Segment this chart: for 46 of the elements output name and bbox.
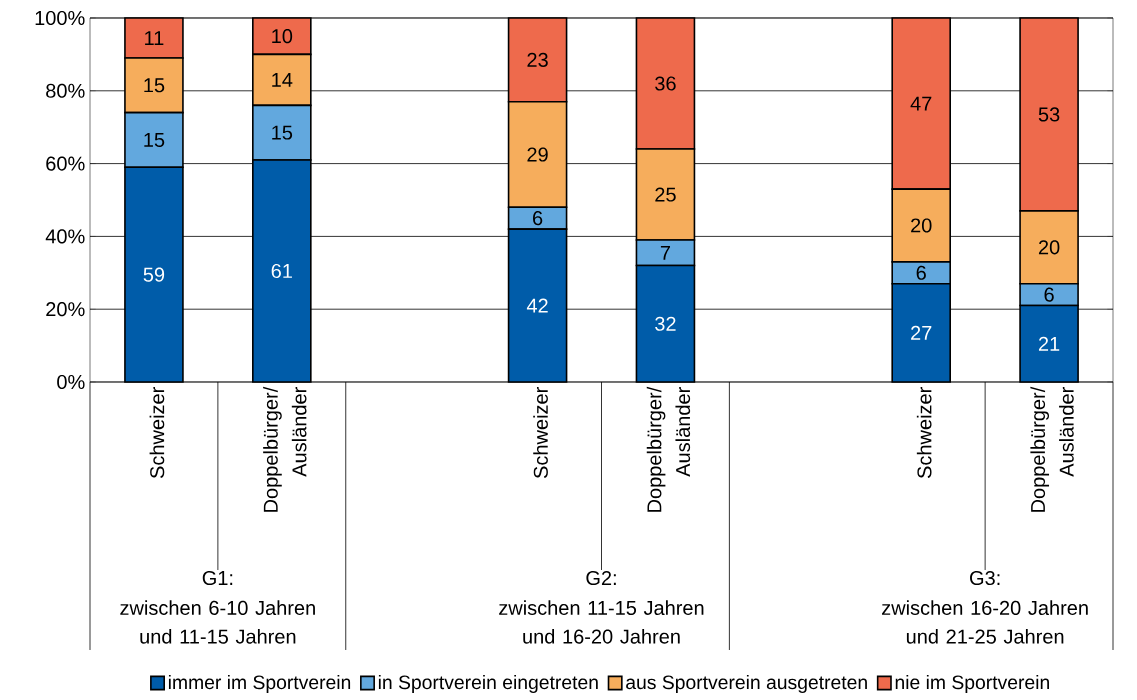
data-label: 21 xyxy=(1038,336,1060,351)
legend-label: in Sportverein eingetreten xyxy=(378,674,598,694)
y-tick-label: 100% xyxy=(35,10,85,26)
data-label: 47 xyxy=(910,96,932,111)
data-label: 23 xyxy=(527,52,548,67)
data-label: 29 xyxy=(527,147,548,162)
x-tick-label: Doppelbürger/ Ausländer xyxy=(1030,386,1074,512)
x-tick-label: Schweizer xyxy=(533,387,548,479)
text: zwischen 11-15 Jahren und 16-20 Jahren xyxy=(499,600,704,644)
y-tick-label: 40% xyxy=(45,229,85,244)
data-label: 14 xyxy=(272,72,293,87)
data-label: 20 xyxy=(911,218,932,233)
data-label: 20 xyxy=(1038,240,1060,255)
x-tick-label: Doppelbürger/ Ausländer xyxy=(646,386,691,512)
x-tick-label: Doppelbürger/ Ausländer xyxy=(263,386,307,512)
data-label: 27 xyxy=(911,325,932,340)
y-tick-label: 20% xyxy=(46,302,85,317)
data-label: 6 xyxy=(1044,287,1054,302)
data-label: 15 xyxy=(144,78,165,93)
data-label: 36 xyxy=(655,76,676,91)
data-label: 42 xyxy=(526,298,548,313)
y-tick-label: 60% xyxy=(46,156,85,171)
text: zwischen 16-20 Jahren und 21-25 Jahren xyxy=(882,600,1088,644)
data-label: 7 xyxy=(660,245,671,260)
y-tick-label: 0% xyxy=(57,374,85,390)
data-label: 53 xyxy=(1038,107,1060,122)
text: G1: xyxy=(202,570,233,586)
data-label: 11 xyxy=(145,31,164,45)
data-label: 32 xyxy=(655,316,676,331)
data-label: 10 xyxy=(272,29,293,44)
data-label: 59 xyxy=(143,267,165,282)
legend-label: immer im Sportverein xyxy=(168,674,351,694)
data-label: 6 xyxy=(916,265,926,280)
text: zwischen 6-10 Jahren und 11-15 Jahren xyxy=(120,600,315,644)
text: G3: xyxy=(970,570,1000,586)
legend-label: aus Sportverein ausgetreten xyxy=(626,674,867,694)
x-tick-label: Schweizer xyxy=(916,387,932,479)
data-label: 15 xyxy=(272,125,293,140)
data-label: 25 xyxy=(655,187,676,202)
data-label: 6 xyxy=(533,211,543,226)
data-label: 61 xyxy=(271,263,292,279)
legend-label: nie im Sportverein xyxy=(895,674,1049,694)
x-tick-label: Schweizer xyxy=(149,387,165,479)
y-tick-label: 80% xyxy=(46,83,85,98)
text: G2: xyxy=(586,570,616,586)
data-label: 15 xyxy=(144,132,165,147)
